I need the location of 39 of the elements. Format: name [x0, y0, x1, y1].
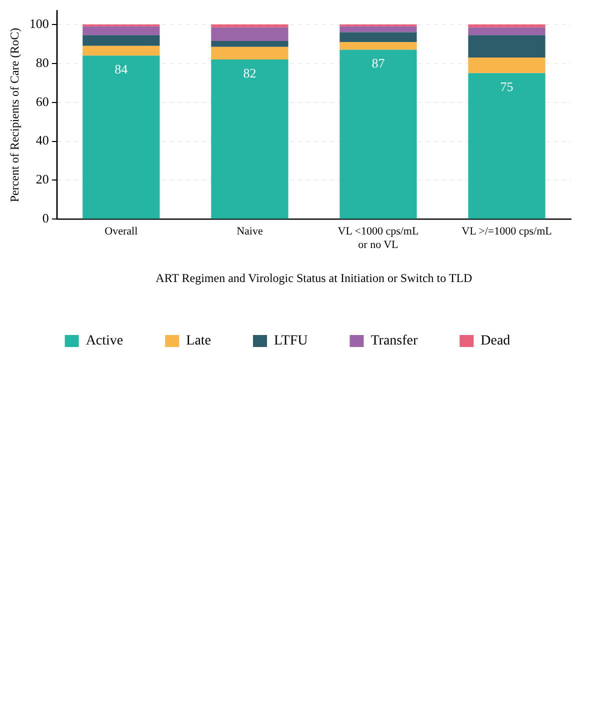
bar — [211, 59, 288, 219]
x-tick-label: VL <1000 cps/mL or no VL — [338, 226, 419, 251]
legend-label: LTFU — [274, 334, 308, 349]
bar — [468, 24, 546, 28]
bar — [468, 27, 546, 36]
bar — [211, 24, 288, 28]
y-tick-label: 20 — [36, 172, 49, 187]
bar — [340, 42, 417, 50]
bar — [468, 73, 546, 219]
bar — [340, 50, 417, 219]
y-tick-label: 60 — [36, 94, 49, 109]
y-tick-label: 0 — [42, 210, 49, 226]
legend-label: Transfer — [370, 334, 418, 349]
x-tick-label: Naive — [236, 226, 263, 238]
x-axis-title: ART Regimen and Virologic Status at Initiation or Switch to TLD — [156, 270, 473, 285]
bar — [82, 26, 160, 36]
bar — [82, 56, 160, 219]
x-tick-label: Overall — [104, 226, 138, 238]
data-label: 87 — [372, 56, 386, 71]
legend-label: Late — [186, 334, 212, 349]
data-label: 75 — [500, 79, 514, 94]
bar — [340, 32, 417, 42]
y-tick-label: 80 — [36, 54, 49, 70]
y-axis-title: Percent of Recipients of Care (RoC) — [7, 28, 22, 202]
bar — [211, 46, 288, 60]
x-tick-label: VL >/=1000 cps/mL — [462, 226, 552, 238]
legend-label: Dead — [480, 334, 510, 349]
bar — [468, 35, 546, 58]
bar — [82, 35, 160, 46]
bar — [82, 46, 160, 56]
legend-label: Active — [86, 334, 124, 349]
bar — [211, 40, 288, 47]
data-label: 84 — [114, 62, 128, 77]
bar — [340, 26, 417, 32]
data-label: 82 — [243, 65, 256, 80]
bar — [468, 58, 546, 74]
bar — [211, 27, 288, 41]
y-tick-label: 40 — [36, 132, 49, 148]
y-tick-label: 100 — [29, 16, 49, 31]
